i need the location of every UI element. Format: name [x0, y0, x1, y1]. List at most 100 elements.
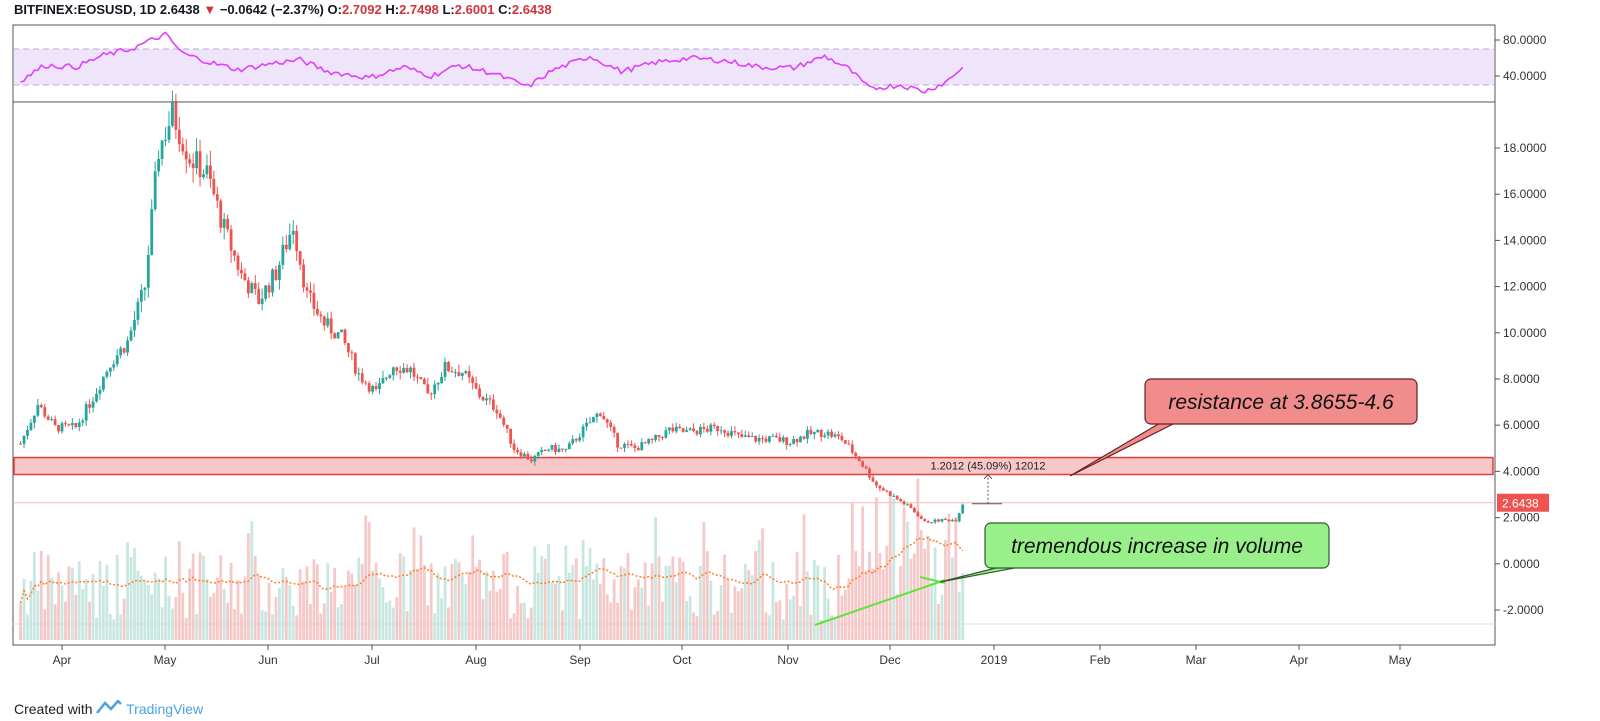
- candle-body: [250, 283, 254, 294]
- tradingview-logo-icon: [96, 699, 126, 717]
- candle-body: [912, 507, 916, 513]
- volume-bar: [740, 588, 744, 640]
- volume-bar: [212, 592, 216, 640]
- candle-body: [823, 435, 827, 437]
- candle-body: [409, 367, 412, 373]
- candle-body: [188, 159, 192, 164]
- candle-body: [733, 431, 737, 433]
- volume-bar: [253, 556, 257, 640]
- last-price: 2.6438: [159, 2, 200, 17]
- volume-bar: [598, 584, 602, 640]
- volume-bar: [478, 559, 481, 640]
- price-tick-label: 18.0000: [1503, 141, 1547, 155]
- volume-bar: [654, 517, 657, 640]
- candle-body: [619, 447, 623, 449]
- candle-body: [471, 377, 475, 384]
- volume-bar: [146, 584, 150, 640]
- candle-body: [778, 437, 782, 442]
- down-arrow-icon: ▼: [203, 2, 217, 17]
- price-tick-label: 4.0000: [1503, 464, 1540, 478]
- volume-bar: [233, 609, 236, 640]
- volume-bar: [560, 610, 564, 640]
- candle-body: [695, 430, 699, 435]
- volume-bar: [60, 585, 64, 640]
- volume-bar: [709, 580, 713, 640]
- candle-body: [699, 426, 702, 435]
- candle-body: [495, 409, 499, 414]
- candle-body: [840, 436, 844, 441]
- volume-bar: [498, 588, 502, 640]
- candle-body: [374, 385, 378, 390]
- candle-body: [336, 332, 340, 339]
- candle-body: [902, 501, 906, 505]
- volume-bar: [902, 506, 906, 640]
- volume-bar: [305, 566, 309, 640]
- volume-bar: [636, 579, 640, 640]
- open-label: O:: [327, 2, 342, 17]
- candle-body: [802, 436, 806, 439]
- volume-bar: [46, 555, 50, 640]
- candle-body: [578, 437, 582, 441]
- candle-body: [757, 438, 761, 442]
- candle-body: [229, 229, 233, 251]
- volume-bar: [150, 594, 154, 640]
- candle-body: [388, 375, 392, 378]
- volume-bar: [778, 600, 782, 640]
- time-tick-label: 2019: [981, 653, 1008, 667]
- candle-body: [957, 513, 961, 522]
- volume-bar: [785, 583, 789, 640]
- volume-bar: [716, 610, 720, 640]
- volume-bar: [833, 618, 837, 640]
- volume-bar: [381, 587, 385, 640]
- candle-body: [253, 283, 257, 289]
- candle-body: [605, 419, 609, 423]
- time-tick-label: Oct: [673, 653, 692, 667]
- candle-body: [574, 439, 578, 441]
- volume-bar: [440, 598, 444, 640]
- volume-bar: [353, 584, 357, 640]
- volume-bar: [554, 583, 557, 640]
- volume-bar: [115, 554, 119, 640]
- volume-bar: [667, 565, 671, 640]
- candle-body: [830, 431, 833, 437]
- volume-bar: [391, 607, 395, 640]
- tradingview-brand[interactable]: TradingView: [126, 701, 204, 717]
- candle-body: [488, 398, 492, 400]
- volume-bar: [757, 539, 761, 640]
- volume-bar: [215, 577, 219, 640]
- volume-bar: [933, 547, 937, 640]
- candle-body: [661, 437, 664, 439]
- candle-body: [443, 361, 447, 377]
- candle-body: [919, 516, 923, 519]
- candle-body: [67, 424, 71, 426]
- volume-bar: [699, 565, 702, 640]
- candle-body: [736, 432, 740, 435]
- candle-body: [743, 435, 747, 437]
- resistance-zone: [13, 456, 1494, 476]
- candle-body: [509, 428, 513, 444]
- candle-body: [64, 423, 67, 425]
- candle-body: [481, 397, 485, 401]
- candle-body: [454, 372, 457, 374]
- volume-bar: [84, 578, 88, 640]
- volume-bar: [133, 547, 136, 640]
- candle-body: [174, 100, 178, 130]
- candle-body: [50, 419, 54, 421]
- candle-body: [764, 438, 768, 442]
- volume-bar: [926, 535, 930, 640]
- rsi-tick-label: 80.0000: [1503, 33, 1547, 47]
- resistance-callout: [1144, 378, 1418, 425]
- candle-body: [84, 404, 88, 421]
- candle-body: [32, 415, 36, 423]
- volume-bar: [799, 605, 802, 640]
- volume-bar: [609, 602, 613, 640]
- candle-body: [60, 423, 64, 432]
- time-tick-label: May: [1389, 653, 1412, 667]
- volume-bar: [536, 572, 540, 640]
- volume-bar: [812, 560, 816, 640]
- volume-bar: [612, 579, 616, 640]
- candle-body: [378, 383, 381, 390]
- candle-body: [895, 495, 899, 500]
- candle-body: [181, 144, 185, 152]
